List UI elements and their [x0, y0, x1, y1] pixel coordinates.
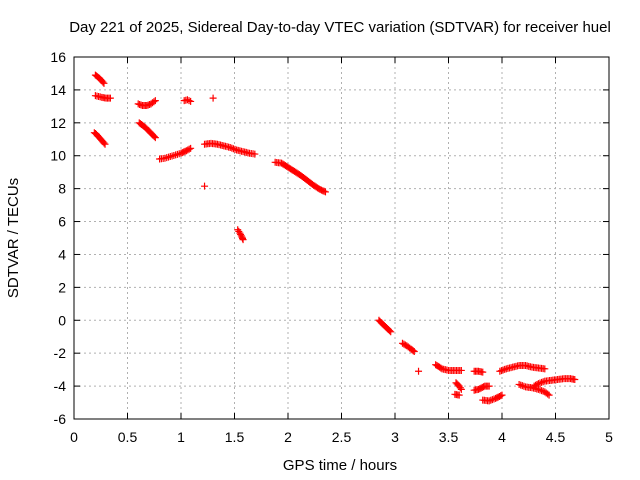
y-tick-label: 12 [50, 115, 66, 131]
y-axis-title: SDTVAR / TECUs [5, 178, 22, 298]
data-point [106, 94, 114, 102]
y-tick-label: 10 [50, 148, 66, 164]
data-point [517, 381, 525, 389]
data-point [100, 139, 108, 147]
data-point [499, 366, 507, 374]
y-tick-label: 16 [50, 49, 66, 65]
data-point [228, 144, 236, 152]
data-point [209, 94, 217, 102]
data-point [515, 380, 523, 388]
x-tick-label: 0.5 [118, 429, 138, 445]
y-tick-label: 8 [58, 181, 66, 197]
data-point [457, 385, 465, 393]
data-point [488, 396, 496, 404]
data-point [231, 145, 239, 153]
y-tick-label: 0 [58, 312, 66, 328]
x-tick-labels: 0 0.5 1 1.5 2 2.5 3 3.5 4 4.5 5 [70, 429, 613, 445]
data-point [409, 347, 417, 355]
x-tick-label: 2 [284, 429, 292, 445]
data-point [151, 97, 159, 105]
data-point [496, 367, 504, 375]
data-point [497, 367, 505, 375]
y-tick-label: 6 [58, 214, 66, 230]
data-point [187, 144, 195, 152]
data-point [539, 387, 547, 395]
y-tick-label: -4 [54, 378, 67, 394]
data-point [538, 387, 546, 395]
data-point [485, 397, 493, 405]
data-point [150, 98, 158, 106]
x-tick-label: 2.5 [332, 429, 352, 445]
data-point [497, 392, 505, 400]
data-point [410, 348, 418, 356]
data-point [185, 145, 193, 153]
data-point [533, 380, 541, 388]
x-tick-label: 4 [498, 429, 506, 445]
x-tick-label: 0 [70, 429, 78, 445]
data-point [387, 328, 395, 336]
data-point [101, 140, 109, 148]
data-point [541, 365, 549, 373]
x-axis-title: GPS time / hours [283, 457, 397, 474]
data-point [498, 391, 506, 399]
data-points [90, 71, 579, 405]
data-point [226, 144, 234, 151]
data-point [321, 188, 329, 196]
data-point [544, 390, 552, 398]
data-point [539, 378, 547, 386]
data-point [320, 187, 328, 195]
data-point [151, 134, 159, 142]
x-tick-label: 3.5 [439, 429, 459, 445]
data-point [187, 97, 195, 105]
data-point [479, 368, 487, 376]
data-point [183, 96, 191, 104]
data-point [251, 150, 259, 158]
data-point [571, 376, 579, 384]
x-tick-label: 4.5 [546, 429, 566, 445]
y-tick-label: 2 [58, 279, 66, 295]
grid [74, 57, 609, 419]
y-tick-label: 4 [58, 246, 66, 262]
data-point [538, 378, 546, 386]
data-point [229, 145, 237, 153]
data-point [536, 386, 544, 394]
axis-ticks [73, 56, 610, 420]
y-tick-label: -2 [54, 345, 67, 361]
x-tick-label: 1.5 [225, 429, 245, 445]
data-point [485, 382, 493, 390]
x-tick-label: 5 [605, 429, 613, 445]
data-point [150, 133, 158, 141]
data-point [386, 327, 394, 335]
data-point [455, 391, 463, 399]
data-point [487, 396, 495, 404]
data-point [415, 367, 423, 375]
data-point [501, 365, 509, 373]
data-point [534, 380, 542, 388]
chart-title: Day 221 of 2025, Sidereal Day-to-day VTE… [69, 19, 611, 36]
x-tick-label: 1 [177, 429, 185, 445]
data-point [456, 384, 464, 392]
data-point [536, 379, 544, 387]
data-point [100, 79, 108, 87]
data-point [185, 97, 193, 105]
y-tick-label: 14 [50, 82, 66, 98]
data-point [518, 382, 526, 390]
x-tick-label: 3 [391, 429, 399, 445]
data-point [457, 366, 465, 374]
data-point [239, 236, 247, 244]
y-tick-labels: -6 -4 -2 0 2 4 6 8 10 12 14 16 [50, 49, 66, 427]
data-point [545, 391, 553, 399]
data-point [201, 182, 209, 190]
data-point [520, 382, 528, 390]
data-point [99, 78, 107, 86]
y-tick-label: -6 [54, 411, 67, 427]
